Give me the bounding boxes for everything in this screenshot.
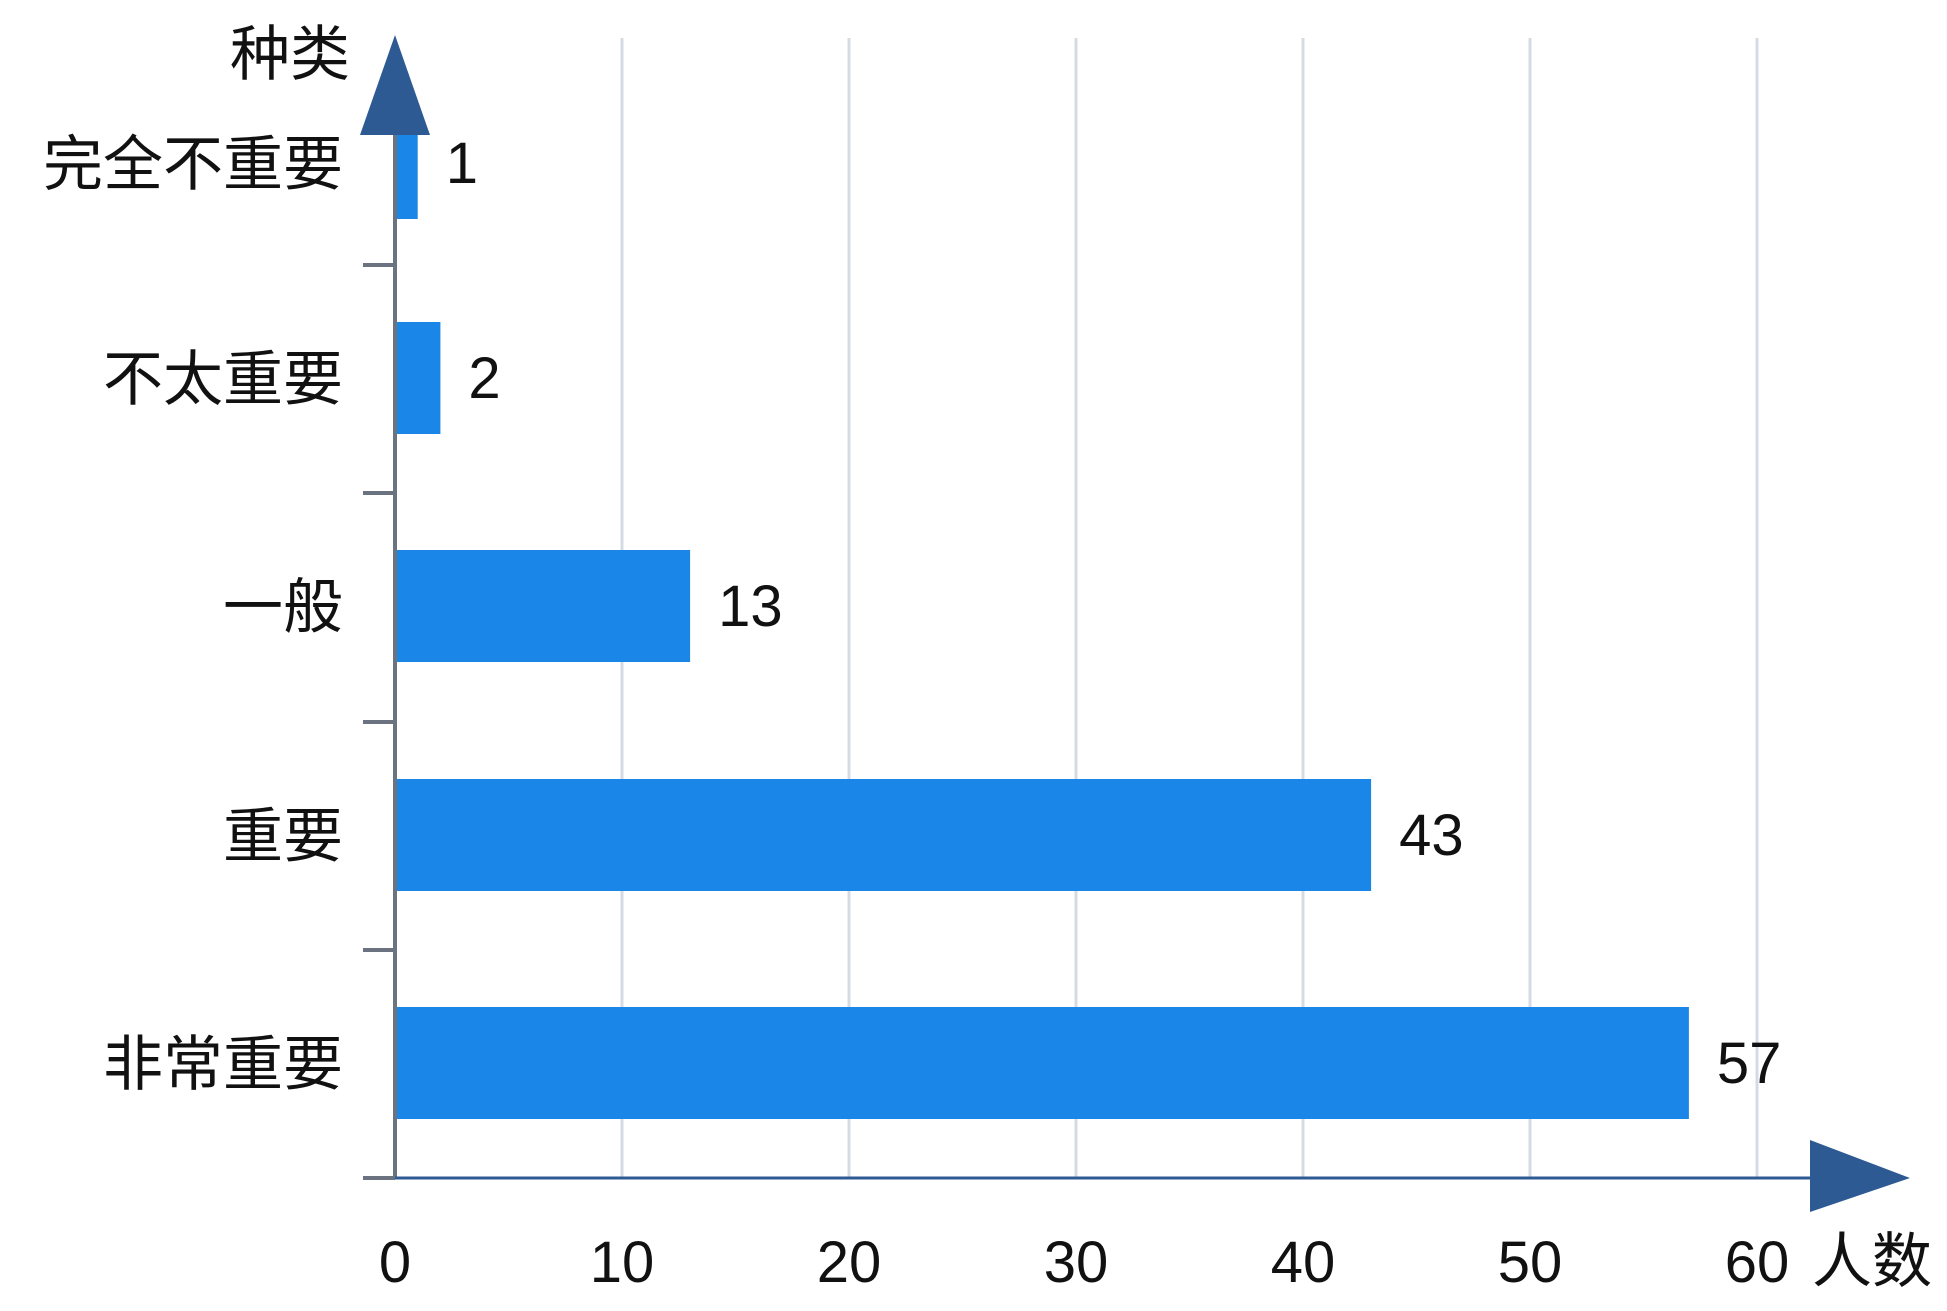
x-tick-label: 60 xyxy=(1725,1230,1790,1295)
x-tick-label: 40 xyxy=(1271,1230,1336,1295)
y-axis-ticks xyxy=(363,263,395,1180)
bar-2 xyxy=(395,322,441,434)
x-tick-label: 0 xyxy=(379,1230,411,1295)
x-tick-label: 50 xyxy=(1498,1230,1563,1295)
category-label: 一般 xyxy=(223,573,343,643)
category-label: 重要 xyxy=(223,802,343,872)
data-label: 57 xyxy=(1717,1031,1782,1096)
x-tick-label: 20 xyxy=(817,1230,882,1295)
category-label: 非常重要 xyxy=(103,1030,343,1100)
y-axis-title: 种类 xyxy=(230,20,350,90)
x-tick-label: 30 xyxy=(1044,1230,1109,1295)
x-axis-arrow xyxy=(1810,1140,1910,1212)
data-label: 13 xyxy=(718,574,783,639)
axes xyxy=(360,35,1910,1212)
data-label: 1 xyxy=(446,131,478,196)
category-label: 完全不重要 xyxy=(43,130,343,200)
x-axis-title: 人数 xyxy=(1812,1227,1932,1297)
labels: 0 10 20 30 40 50 60 1 完全不重要 2 不太重要 13 一般 43 重要 57 非常重要 xyxy=(43,130,1789,1295)
category-label: 不太重要 xyxy=(103,345,343,415)
bar-5 xyxy=(395,1007,1689,1119)
bars xyxy=(395,107,1689,1119)
x-tick-label: 10 xyxy=(590,1230,655,1295)
data-label: 43 xyxy=(1399,803,1464,868)
grid-lines xyxy=(620,38,1759,1178)
y-axis-arrow xyxy=(360,35,430,135)
bar-4 xyxy=(395,779,1372,891)
data-label: 2 xyxy=(468,346,500,411)
bar-3 xyxy=(395,550,691,662)
